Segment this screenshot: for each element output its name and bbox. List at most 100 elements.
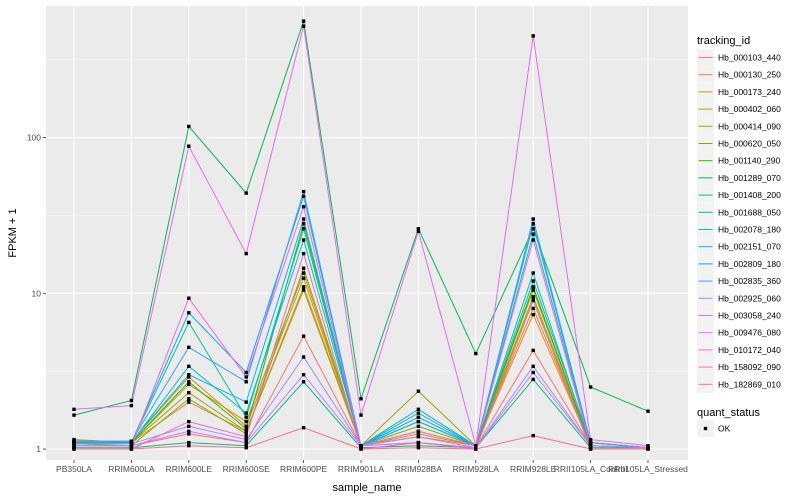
data-point bbox=[244, 380, 248, 384]
data-point bbox=[187, 380, 191, 384]
data-point bbox=[531, 222, 535, 226]
data-point bbox=[416, 407, 421, 411]
legend-label: Hb_001688_050 bbox=[718, 207, 781, 217]
data-point bbox=[187, 124, 191, 129]
shape-legend-key-square bbox=[703, 426, 708, 431]
data-point bbox=[187, 311, 191, 315]
legend-label: Hb_000414_090 bbox=[718, 121, 781, 131]
x-tick-label: RRIM600SE bbox=[223, 464, 271, 474]
data-point bbox=[187, 345, 191, 349]
data-point bbox=[72, 447, 76, 451]
y-axis-title: FPKM + 1 bbox=[7, 208, 19, 257]
data-point bbox=[187, 424, 191, 428]
data-point bbox=[531, 34, 535, 38]
data-point bbox=[301, 266, 306, 270]
data-point bbox=[359, 444, 363, 448]
data-point bbox=[416, 435, 421, 439]
data-point bbox=[359, 413, 363, 417]
data-point bbox=[187, 429, 191, 433]
data-point bbox=[301, 227, 306, 231]
data-point bbox=[359, 447, 363, 451]
data-point bbox=[531, 238, 535, 242]
data-point bbox=[531, 433, 535, 438]
legend-label: Hb_000103_440 bbox=[718, 53, 781, 63]
data-point bbox=[416, 429, 421, 433]
data-point bbox=[244, 440, 248, 445]
data-point bbox=[244, 427, 248, 431]
x-tick-label: RRIM928BA bbox=[395, 464, 443, 474]
legend: tracking_id Hb_000103_440 Hb_000130_250 Hb… bbox=[697, 35, 781, 437]
data-point bbox=[301, 355, 306, 359]
data-point bbox=[301, 222, 306, 226]
data-point bbox=[301, 217, 306, 221]
data-point bbox=[416, 444, 421, 448]
data-point bbox=[187, 440, 191, 445]
data-point bbox=[531, 285, 535, 289]
data-point bbox=[531, 232, 535, 236]
data-point bbox=[244, 251, 248, 256]
y-tick-label: 100 bbox=[27, 133, 41, 143]
data-point bbox=[244, 444, 248, 448]
x-tick-label: RRIM600LA bbox=[108, 464, 155, 474]
data-point bbox=[187, 144, 191, 148]
x-tick-label: RRIM600LE bbox=[166, 464, 213, 474]
data-point bbox=[301, 334, 306, 338]
data-point bbox=[244, 435, 248, 439]
data-point bbox=[301, 24, 306, 28]
data-point bbox=[301, 426, 306, 430]
data-point bbox=[301, 288, 306, 292]
legend-label: Hb_158092_090 bbox=[718, 362, 781, 372]
data-point bbox=[531, 364, 535, 368]
legend-label: Hb_002151_070 bbox=[718, 242, 781, 252]
data-point bbox=[416, 446, 421, 450]
data-point bbox=[187, 419, 191, 424]
data-point bbox=[301, 205, 306, 209]
data-point bbox=[244, 419, 248, 424]
data-point bbox=[187, 364, 191, 368]
data-point bbox=[244, 446, 248, 450]
data-point bbox=[646, 447, 650, 451]
data-point bbox=[531, 295, 535, 299]
legend-label: Hb_182869_010 bbox=[718, 379, 781, 389]
data-point bbox=[359, 397, 363, 401]
data-point bbox=[129, 403, 134, 408]
data-point bbox=[72, 407, 76, 411]
data-point bbox=[244, 370, 248, 375]
data-point bbox=[646, 444, 650, 448]
data-point bbox=[588, 437, 593, 442]
data-point bbox=[301, 276, 306, 280]
data-point bbox=[301, 194, 306, 198]
data-point bbox=[531, 377, 535, 382]
legend-label: Hb_009476_080 bbox=[718, 328, 781, 338]
data-point bbox=[588, 447, 593, 451]
y-tick-label: 10 bbox=[32, 288, 42, 298]
legend-label: Hb_002925_060 bbox=[718, 293, 781, 303]
data-point bbox=[301, 189, 306, 194]
legend-label: Hb_001140_290 bbox=[718, 156, 781, 166]
data-point bbox=[72, 413, 76, 417]
data-point bbox=[588, 385, 593, 389]
data-point bbox=[531, 227, 535, 231]
x-tick-label: RRIM901LA bbox=[338, 464, 385, 474]
x-tick-label: RRII105LA_Control bbox=[554, 464, 628, 474]
data-point bbox=[531, 288, 535, 292]
data-point bbox=[129, 442, 134, 446]
data-point bbox=[301, 373, 306, 377]
data-point bbox=[244, 415, 248, 419]
data-point bbox=[474, 447, 478, 451]
data-point bbox=[531, 279, 535, 283]
data-point bbox=[244, 375, 248, 379]
data-point bbox=[244, 424, 248, 428]
legend-title: tracking_id bbox=[697, 35, 750, 47]
data-point bbox=[301, 271, 306, 275]
data-point bbox=[187, 296, 191, 300]
data-point bbox=[416, 440, 421, 445]
shape-legend-title: quant_status bbox=[697, 407, 760, 419]
data-point bbox=[416, 411, 421, 415]
data-point bbox=[301, 380, 306, 384]
data-point bbox=[531, 306, 535, 311]
data-point bbox=[129, 439, 134, 443]
x-tick-label: RRIM928LE bbox=[510, 464, 557, 474]
data-point bbox=[187, 432, 191, 436]
data-point bbox=[187, 382, 191, 387]
